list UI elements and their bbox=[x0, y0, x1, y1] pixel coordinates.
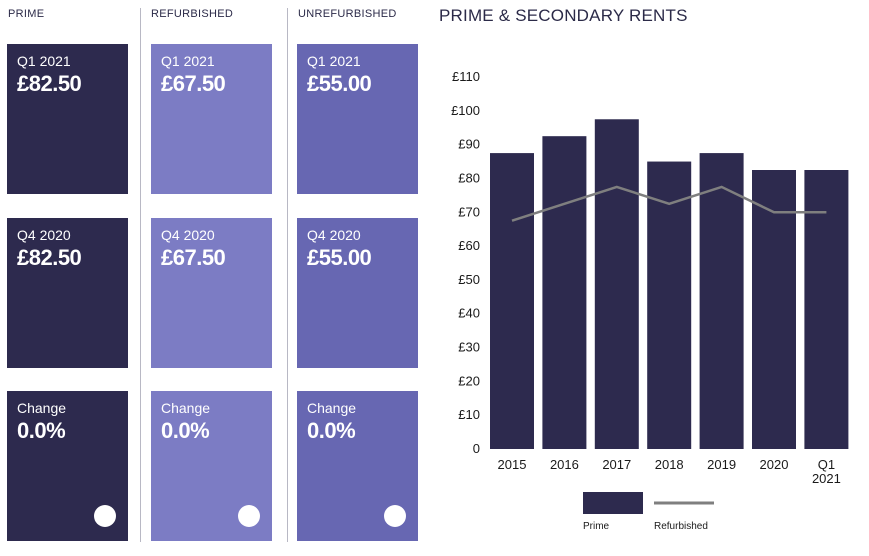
card-value: £82.50 bbox=[17, 245, 82, 270]
bar-prime bbox=[594, 119, 639, 449]
legend-label-prime: Prime bbox=[583, 521, 610, 532]
y-tick-label: £110 bbox=[452, 69, 480, 84]
refurbished-change-card: Change 0.0% bbox=[151, 391, 272, 541]
y-tick-label: £20 bbox=[458, 373, 480, 388]
bar-prime bbox=[752, 170, 796, 449]
refurbished-q1-2021-card: Q1 2021 £67.50 bbox=[151, 44, 272, 194]
indicator-dot-icon bbox=[384, 505, 406, 527]
card-value: £67.50 bbox=[161, 71, 226, 96]
card-label: Q4 2020 bbox=[161, 227, 215, 243]
x-tick-label: 2015 bbox=[498, 457, 527, 472]
card-label: Change bbox=[307, 400, 357, 416]
bar-prime bbox=[804, 170, 849, 449]
bar-prime bbox=[490, 153, 534, 449]
y-tick-label: £50 bbox=[458, 272, 480, 287]
card-value: £82.50 bbox=[17, 71, 82, 96]
bar-prime bbox=[647, 161, 692, 449]
card-value: £67.50 bbox=[161, 245, 226, 270]
y-tick-label: 0 bbox=[473, 441, 480, 456]
y-tick-label: £70 bbox=[458, 204, 480, 219]
y-tick-label: £40 bbox=[458, 306, 480, 321]
y-tick-label: £10 bbox=[458, 407, 480, 422]
column-divider bbox=[287, 8, 288, 542]
prime-change-card: Change 0.0% bbox=[7, 391, 128, 541]
card-value: £55.00 bbox=[307, 245, 372, 270]
column-title-prime: PRIME bbox=[8, 8, 45, 20]
column-title-unrefurbished: UNREFURBISHED bbox=[298, 8, 397, 20]
x-tick-label: 2020 bbox=[760, 457, 789, 472]
x-tick-label: 2017 bbox=[602, 457, 631, 472]
y-tick-label: £90 bbox=[458, 137, 480, 152]
unrefurbished-change-card: Change 0.0% bbox=[297, 391, 418, 541]
unrefurbished-q4-2020-card: Q4 2020 £55.00 bbox=[297, 218, 418, 368]
card-label: Change bbox=[161, 400, 211, 416]
card-label: Q1 2021 bbox=[17, 53, 71, 69]
x-tick-label: 2019 bbox=[707, 457, 736, 472]
indicator-dot-icon bbox=[238, 505, 260, 527]
prime-q1-2021-card: Q1 2021 £82.50 bbox=[7, 44, 128, 194]
card-label: Change bbox=[17, 400, 67, 416]
chart-title: PRIME & SECONDARY RENTS bbox=[439, 6, 688, 25]
refurbished-q4-2020-card: Q4 2020 £67.50 bbox=[151, 218, 272, 368]
card-label: Q1 2021 bbox=[161, 53, 215, 69]
legend-label-refurbished: Refurbished bbox=[654, 521, 708, 532]
x-tick-label: 2018 bbox=[655, 457, 684, 472]
unrefurbished-q1-2021-card: Q1 2021 £55.00 bbox=[297, 44, 418, 194]
indicator-dot-icon bbox=[94, 505, 116, 527]
y-tick-label: £30 bbox=[458, 340, 480, 355]
legend-swatch-prime bbox=[583, 492, 643, 514]
card-label: Q1 2021 bbox=[307, 53, 361, 69]
x-tick-label: Q1 bbox=[818, 457, 835, 472]
bar-prime bbox=[542, 136, 587, 449]
card-label: Q4 2020 bbox=[17, 227, 71, 243]
y-tick-label: £100 bbox=[451, 103, 480, 118]
card-value: 0.0% bbox=[161, 418, 210, 443]
card-value: 0.0% bbox=[307, 418, 356, 443]
x-tick-label: 2016 bbox=[550, 457, 579, 472]
column-title-refurbished: REFURBISHED bbox=[151, 8, 234, 20]
y-tick-label: £60 bbox=[458, 238, 480, 253]
x-tick-label: 2021 bbox=[812, 471, 841, 486]
rents-chart: 0 £10 £20 £30 £40 £50 £60 £70 £80 £90 £100 £110 2015… bbox=[451, 69, 849, 532]
column-divider bbox=[140, 8, 141, 542]
card-label: Q4 2020 bbox=[307, 227, 361, 243]
prime-q4-2020-card: Q4 2020 £82.50 bbox=[7, 218, 128, 368]
y-tick-label: £80 bbox=[458, 170, 480, 185]
card-value: 0.0% bbox=[17, 418, 66, 443]
card-value: £55.00 bbox=[307, 71, 372, 96]
bar-prime bbox=[699, 153, 744, 449]
